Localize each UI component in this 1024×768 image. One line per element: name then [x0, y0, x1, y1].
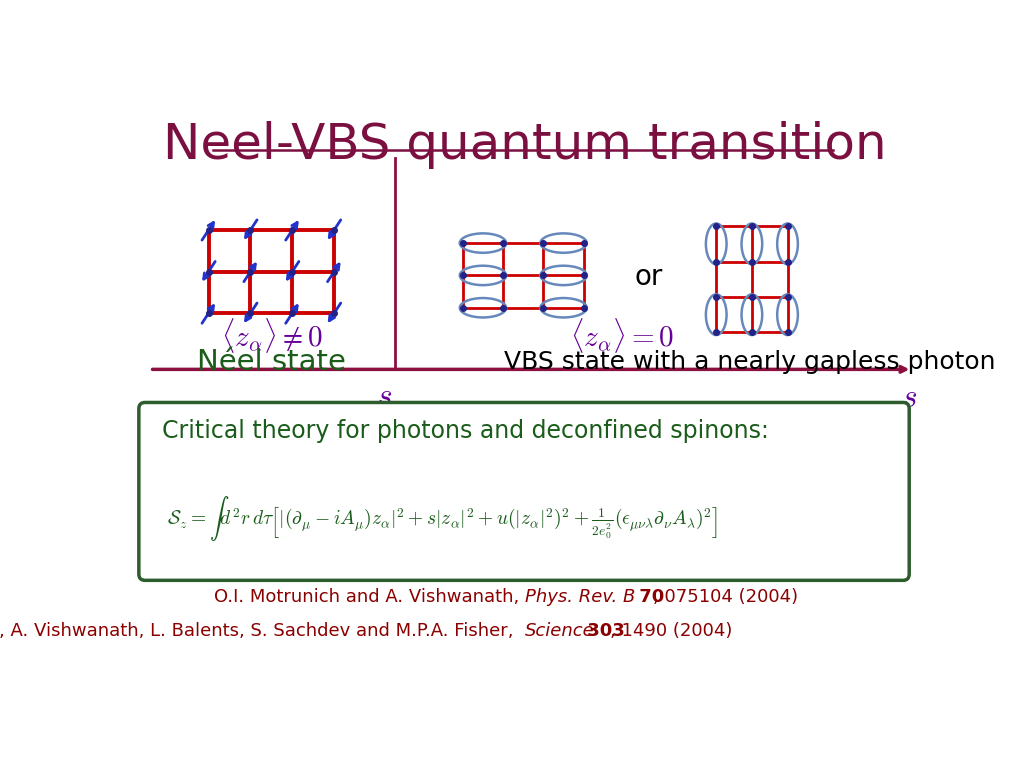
Text: 70: 70 — [633, 588, 665, 606]
Text: $\langle z_\alpha \rangle \neq 0$: $\langle z_\alpha \rangle \neq 0$ — [220, 316, 323, 355]
Text: $\langle z_\alpha \rangle = 0$: $\langle z_\alpha \rangle = 0$ — [569, 316, 674, 355]
Text: Neel-VBS quantum transition: Neel-VBS quantum transition — [163, 121, 887, 170]
Text: , 1490 (2004): , 1490 (2004) — [610, 622, 732, 641]
Text: , 075104 (2004): , 075104 (2004) — [653, 588, 799, 606]
Text: Science: Science — [524, 622, 595, 641]
Text: O.I. Motrunich and A. Vishwanath,: O.I. Motrunich and A. Vishwanath, — [214, 588, 524, 606]
Text: $s_c$: $s_c$ — [376, 381, 403, 414]
Text: Néel state: Néel state — [197, 348, 346, 376]
Text: $s$: $s$ — [901, 381, 918, 414]
Text: T. Senthil, A. Vishwanath, L. Balents, S. Sachdev and M.P.A. Fisher,: T. Senthil, A. Vishwanath, L. Balents, S… — [0, 622, 524, 641]
Text: 303: 303 — [581, 622, 625, 641]
Text: Critical theory for photons and deconfined spinons:: Critical theory for photons and deconfin… — [162, 419, 769, 442]
Text: $\mathcal{S}_z = \int d^2r\, d\tau \left[|(\partial_\mu - iA_\mu)z_\alpha|^2 + s: $\mathcal{S}_z = \int d^2r\, d\tau \left… — [167, 495, 718, 543]
FancyBboxPatch shape — [139, 402, 909, 581]
Text: VBS state with a nearly gapless photon: VBS state with a nearly gapless photon — [504, 349, 995, 374]
Text: or: or — [635, 263, 663, 291]
Text: Phys. Rev. B: Phys. Rev. B — [524, 588, 635, 606]
